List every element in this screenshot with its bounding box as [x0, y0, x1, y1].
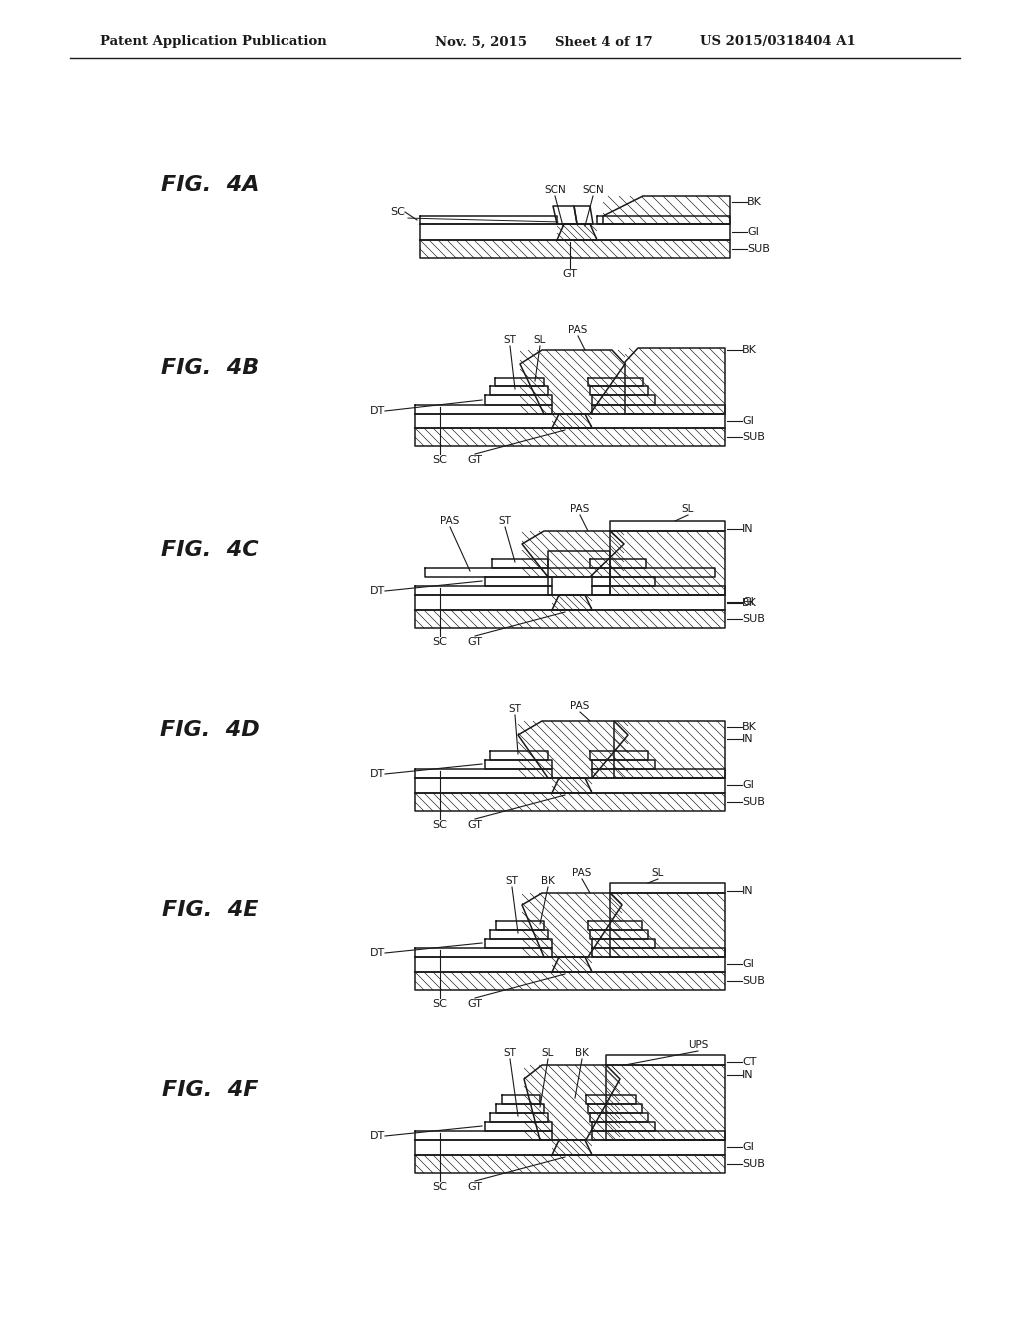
Text: DT: DT	[370, 407, 385, 416]
Text: SUB: SUB	[742, 432, 765, 442]
Text: PAS: PAS	[568, 325, 588, 335]
Text: DT: DT	[370, 770, 385, 779]
Text: GI: GI	[746, 227, 759, 238]
Text: SL: SL	[652, 869, 665, 878]
Text: ST: ST	[506, 876, 518, 886]
Text: DT: DT	[370, 1131, 385, 1140]
Text: IN: IN	[742, 524, 754, 535]
Text: GT: GT	[468, 455, 482, 465]
Text: GT: GT	[468, 638, 482, 647]
Text: Patent Application Publication: Patent Application Publication	[100, 36, 327, 49]
Text: Sheet 4 of 17: Sheet 4 of 17	[555, 36, 652, 49]
Text: CT: CT	[742, 1057, 757, 1067]
Text: DT: DT	[370, 586, 385, 597]
Text: SC: SC	[432, 455, 447, 465]
Text: SUB: SUB	[742, 1159, 765, 1170]
Text: PAS: PAS	[572, 869, 592, 878]
Text: GI: GI	[742, 597, 754, 607]
Text: DT: DT	[370, 948, 385, 958]
Text: SC: SC	[432, 820, 447, 830]
Text: ST: ST	[504, 335, 516, 345]
Text: SUB: SUB	[746, 244, 770, 253]
Text: FIG.  4A: FIG. 4A	[161, 176, 259, 195]
Text: FIG.  4D: FIG. 4D	[160, 719, 260, 741]
Text: SL: SL	[682, 504, 694, 513]
Text: SL: SL	[542, 1048, 554, 1059]
Text: SCN: SCN	[582, 185, 604, 195]
Text: ST: ST	[504, 1048, 516, 1059]
Text: BK: BK	[541, 876, 555, 886]
Text: BK: BK	[742, 345, 757, 355]
Text: SCN: SCN	[544, 185, 566, 195]
Text: SUB: SUB	[742, 614, 765, 624]
Text: GT: GT	[562, 269, 578, 279]
Text: FIG.  4B: FIG. 4B	[161, 358, 259, 378]
Text: GI: GI	[742, 780, 754, 789]
Text: SUB: SUB	[742, 797, 765, 807]
Text: IN: IN	[742, 1071, 754, 1080]
Text: ST: ST	[499, 516, 511, 525]
Text: Nov. 5, 2015: Nov. 5, 2015	[435, 36, 527, 49]
Text: BK: BK	[742, 722, 757, 733]
Text: UPS: UPS	[688, 1040, 709, 1049]
Text: ST: ST	[509, 704, 521, 714]
Text: BK: BK	[575, 1048, 589, 1059]
Text: IN: IN	[742, 734, 754, 744]
Text: GI: GI	[742, 960, 754, 969]
Text: SC: SC	[432, 638, 447, 647]
Text: PAS: PAS	[570, 701, 590, 711]
Text: GI: GI	[742, 416, 754, 426]
Text: BK: BK	[742, 598, 757, 609]
Text: SC: SC	[390, 207, 406, 216]
Text: PAS: PAS	[570, 504, 590, 513]
Text: GT: GT	[468, 1181, 482, 1192]
Text: GT: GT	[468, 820, 482, 830]
Text: SC: SC	[432, 1181, 447, 1192]
Text: GT: GT	[468, 999, 482, 1008]
Text: PAS: PAS	[440, 516, 460, 525]
Text: GI: GI	[742, 1142, 754, 1152]
Text: FIG.  4C: FIG. 4C	[161, 540, 259, 560]
Text: US 2015/0318404 A1: US 2015/0318404 A1	[700, 36, 856, 49]
Text: FIG.  4F: FIG. 4F	[162, 1080, 258, 1100]
Text: FIG.  4E: FIG. 4E	[162, 900, 258, 920]
Text: BK: BK	[746, 197, 762, 207]
Text: SL: SL	[534, 335, 546, 345]
Text: SC: SC	[432, 999, 447, 1008]
Text: IN: IN	[742, 886, 754, 896]
Text: SUB: SUB	[742, 975, 765, 986]
